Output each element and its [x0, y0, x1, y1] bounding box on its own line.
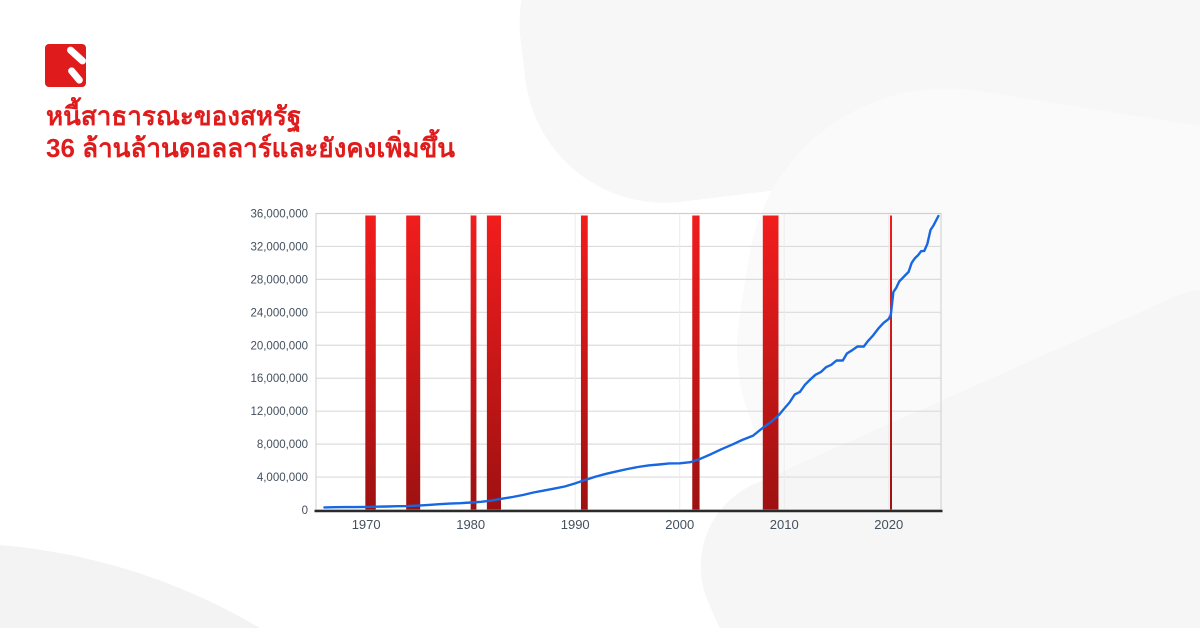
x-tick-label: 1970: [352, 517, 381, 532]
title-line-1: หนี้สาธารณะของสหรัฐ: [46, 101, 302, 131]
title-highlight-number: 36: [46, 133, 75, 163]
recession-band: [692, 215, 700, 510]
title-line-2: 36 ล้านล้านดอลลาร์และยังคงเพิ่มขึ้น: [46, 132, 455, 164]
y-tick-label: 24,000,000: [250, 307, 308, 319]
x-tick-label: 2000: [665, 517, 694, 532]
y-tick-label: 4,000,000: [257, 472, 308, 484]
y-tick-label: 16,000,000: [250, 373, 308, 385]
recession-band: [365, 215, 376, 510]
recession-band: [580, 215, 588, 510]
recession-band: [406, 215, 421, 510]
recession-band: [486, 215, 501, 510]
x-tick-label: 2010: [770, 517, 799, 532]
x-tick-label: 1980: [456, 517, 485, 532]
y-tick-label: 12,000,000: [250, 406, 308, 418]
y-tick-label: 28,000,000: [250, 274, 308, 286]
recession-band: [889, 215, 892, 510]
title-line-2-text: ล้านล้านดอลลาร์และยังคงเพิ่มขึ้น: [74, 133, 456, 163]
recession-band: [470, 215, 477, 510]
brand-logo: [45, 44, 88, 87]
y-tick-label: 32,000,000: [250, 241, 308, 253]
recession-band: [762, 215, 779, 510]
x-tick-label: 1990: [561, 517, 590, 532]
page-title: หนี้สาธารณะของสหรัฐ 36 ล้านล้านดอลลาร์แล…: [46, 100, 455, 164]
x-tick-label: 2020: [874, 517, 903, 532]
y-tick-label: 20,000,000: [250, 340, 308, 352]
debt-line: [323, 214, 940, 509]
y-tick-label: 8,000,000: [257, 439, 308, 451]
y-tick-label: 36,000,000: [250, 209, 308, 221]
y-tick-label: 0: [302, 505, 308, 517]
